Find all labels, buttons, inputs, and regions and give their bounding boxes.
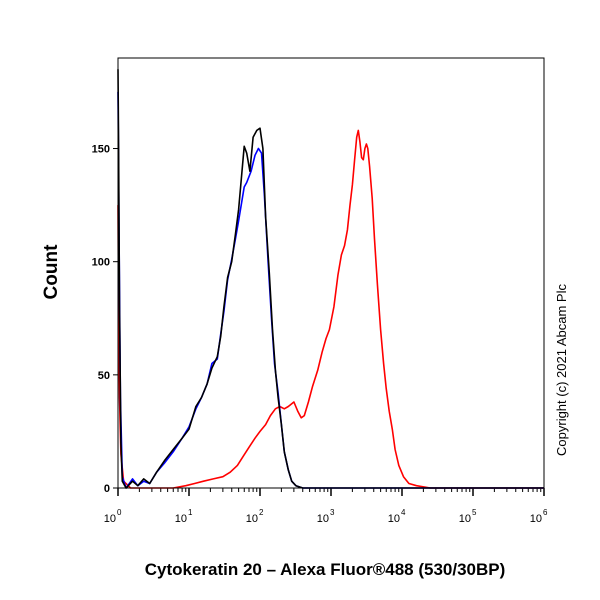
plot-frame (117, 57, 545, 489)
x-tick-label-exponent: 5 (472, 508, 477, 517)
copyright-annotation: Copyright (c) 2021 Abcam Plc (554, 284, 569, 456)
x-tick-label-exponent: 1 (188, 508, 193, 517)
black-histogram-line (117, 69, 544, 489)
x-tick-label-exponent: 6 (543, 508, 548, 517)
x-tick-label-base: 10 (246, 513, 258, 525)
y-axis-label: Count (41, 244, 62, 300)
blue-histogram-line (117, 91, 544, 489)
x-tick-label-exponent: 2 (259, 508, 264, 517)
x-tick-label-exponent: 3 (330, 508, 335, 517)
x-tick-label-base: 10 (388, 513, 400, 525)
x-tick-label-base: 10 (530, 513, 542, 525)
x-axis-label: Cytokeratin 20 – Alexa Fluor®488 (530/30… (145, 560, 506, 579)
x-tick-label-exponent: 4 (401, 508, 406, 517)
y-tick-label: 50 (98, 370, 110, 382)
y-tick-label: 0 (104, 483, 110, 495)
x-tick-label-base: 10 (104, 513, 116, 525)
y-tick-labels: 0 50 100 150 (92, 144, 110, 495)
y-tick-label: 150 (92, 144, 110, 156)
x-tick-label-base: 10 (175, 513, 187, 525)
x-tick-label-exponent: 0 (117, 508, 122, 517)
x-tick-label-base: 10 (317, 513, 329, 525)
red-histogram-line (117, 129, 544, 489)
x-tick-label-base: 10 (459, 513, 471, 525)
series-layer (117, 69, 544, 489)
y-tick-label: 100 (92, 257, 110, 269)
